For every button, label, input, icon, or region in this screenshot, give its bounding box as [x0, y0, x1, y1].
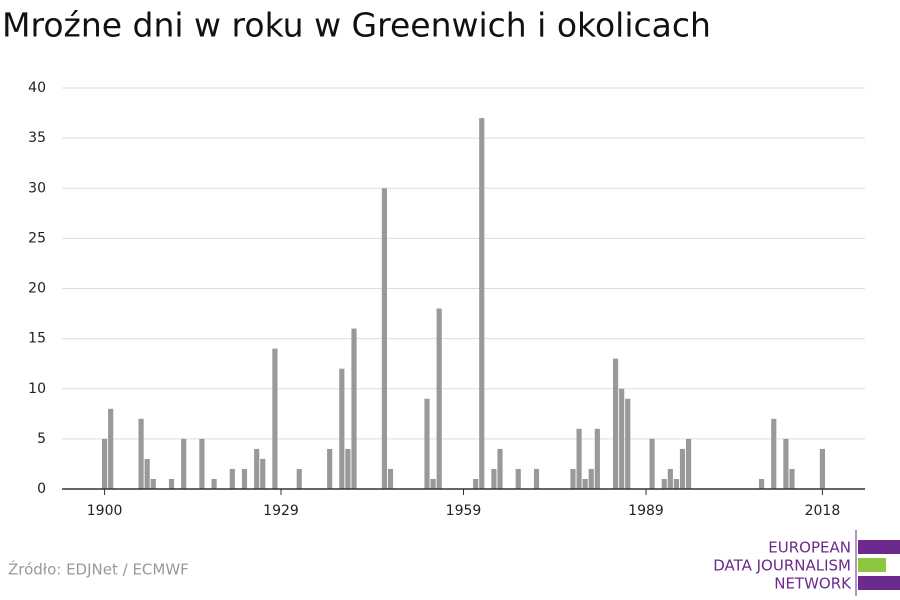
logo-line: DATA JOURNALISM [713, 557, 851, 575]
x-tick-label: 1959 [446, 503, 482, 519]
bar [387, 468, 394, 489]
bar [612, 358, 619, 489]
y-tick-label: 15 [28, 331, 46, 347]
bar [424, 398, 430, 489]
bar [515, 468, 521, 489]
bar [491, 468, 497, 489]
y-tick-label: 5 [37, 431, 46, 447]
bar [473, 478, 479, 489]
bar [381, 188, 388, 489]
x-tick-label: 1989 [628, 503, 664, 519]
logo: EUROPEAN DATA JOURNALISM NETWORK [713, 530, 900, 596]
bar [296, 468, 302, 489]
x-tick-label: 1929 [263, 503, 299, 519]
y-tick-label: 30 [28, 180, 46, 196]
logo-line: NETWORK [774, 575, 852, 593]
bar [150, 478, 156, 489]
bar [649, 438, 655, 489]
bar [667, 468, 673, 489]
bar [758, 478, 765, 489]
bar [199, 438, 205, 489]
y-tick-label: 20 [28, 281, 46, 297]
bar [819, 448, 826, 489]
bar [673, 478, 680, 489]
bar [272, 348, 278, 489]
bar [241, 468, 248, 489]
bar [168, 478, 175, 489]
y-tick-label: 35 [28, 130, 46, 146]
logo-line: EUROPEAN [768, 539, 851, 557]
bar [430, 478, 436, 489]
bar [625, 398, 631, 489]
bar [351, 328, 357, 489]
bar [144, 458, 150, 489]
bar [619, 388, 625, 489]
bar [789, 468, 795, 489]
bar [771, 418, 777, 489]
bar [582, 478, 588, 489]
bar [661, 478, 667, 489]
x-tick-label: 1900 [87, 503, 123, 519]
bar [783, 438, 789, 489]
bar [436, 308, 442, 489]
chart-title: Mroźne dni w roku w Greenwich i okolicac… [2, 6, 711, 45]
bar [327, 448, 333, 489]
bar [479, 118, 485, 489]
bar [138, 418, 144, 489]
bar [533, 468, 540, 489]
bar [339, 368, 345, 489]
bar [211, 478, 217, 489]
bar [101, 438, 108, 489]
bar [181, 438, 187, 489]
bar [679, 448, 686, 489]
bar [260, 458, 266, 489]
bar [254, 448, 260, 489]
source: Źródło: EDJNet / ECMWF [8, 560, 189, 579]
y-tick-label: 0 [37, 481, 46, 497]
y-tick-label: 10 [28, 381, 46, 397]
bar [108, 408, 114, 489]
bar [229, 468, 235, 489]
y-tick-label: 25 [28, 230, 46, 246]
bar [685, 438, 692, 489]
bar [497, 448, 503, 489]
bar [345, 448, 351, 489]
bar [570, 468, 576, 489]
bar [588, 468, 594, 489]
bar [594, 428, 600, 489]
bar [576, 428, 582, 489]
x-tick-label: 2018 [805, 503, 841, 519]
y-tick-label: 40 [28, 80, 46, 96]
